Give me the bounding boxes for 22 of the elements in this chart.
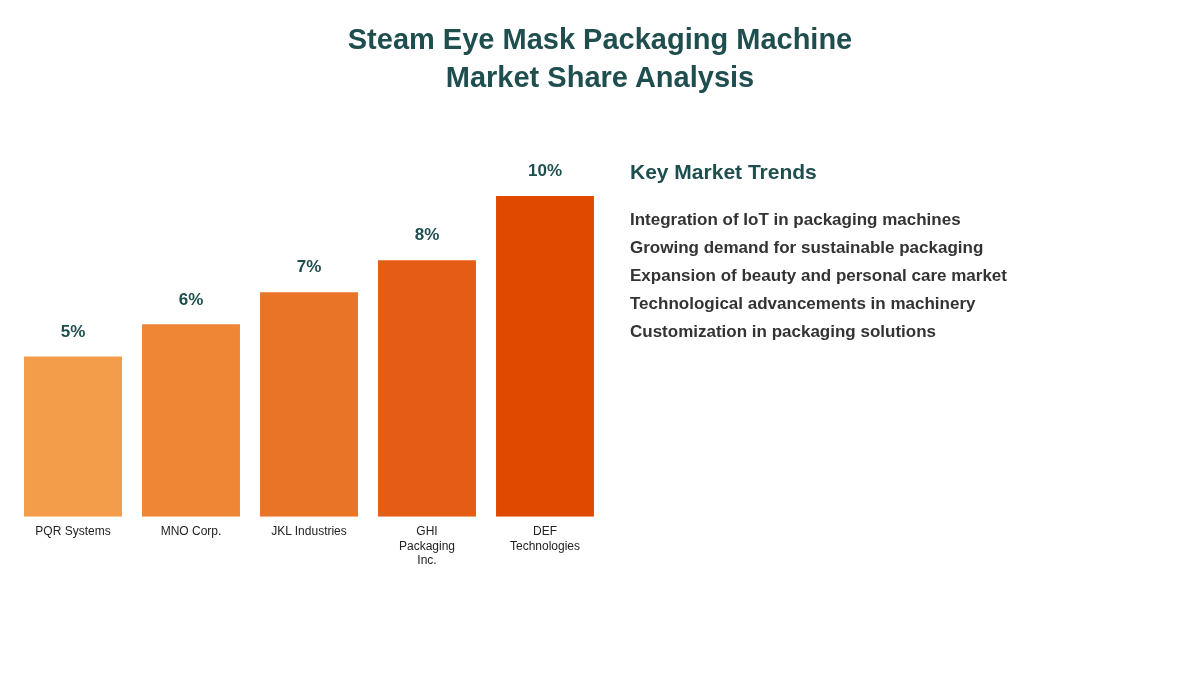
x-tick-label: JKL Industries <box>271 524 347 539</box>
data-label: 8% <box>414 225 440 245</box>
chart-title: Steam Eye Mask Packaging Machine Market Share Analysis <box>346 22 854 95</box>
data-label: 7% <box>296 257 322 277</box>
bar <box>260 292 358 517</box>
text: Key Market Trends <box>630 160 818 184</box>
x-tick-label: GHI Packaging Inc. <box>398 524 456 568</box>
data-label: 10% <box>527 161 563 181</box>
text: Growing demand for sustainable packaging <box>630 237 985 259</box>
text: Customization in packaging solutions <box>630 321 938 343</box>
x-tick-label: DEF Technologies <box>509 524 581 553</box>
data-label: 5% <box>60 321 86 341</box>
text: Expansion of beauty and personal care market <box>630 265 1007 287</box>
bar <box>142 324 240 517</box>
text: Integration of IoT in packaging machines <box>630 209 962 231</box>
bar <box>496 196 594 517</box>
bar <box>24 356 122 517</box>
bar <box>378 260 476 517</box>
x-tick-label: MNO Corp. <box>160 524 222 539</box>
data-label: 6% <box>178 289 204 309</box>
text: Technological advancements in machinery <box>630 293 977 315</box>
x-tick-label: PQR Systems <box>35 524 111 539</box>
